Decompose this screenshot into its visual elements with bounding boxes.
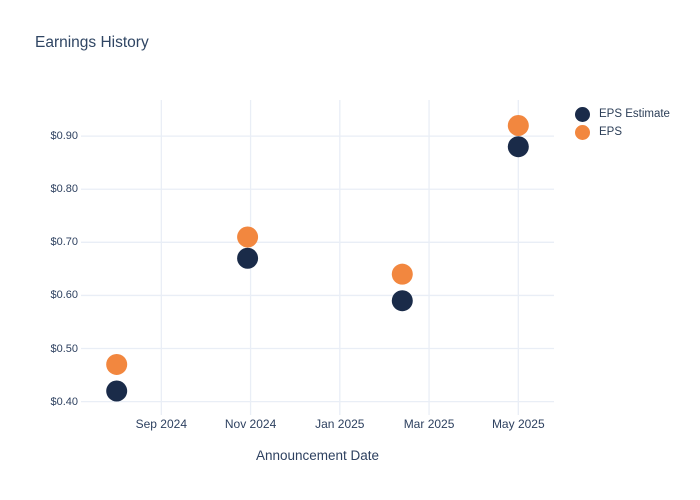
eps-point[interactable] <box>507 114 529 136</box>
eps-estimate-point[interactable] <box>106 380 128 402</box>
y-tick-label: $0.70 <box>50 236 78 249</box>
legend-item-eps-estimate[interactable]: EPS Estimate <box>575 106 670 122</box>
circle-marker-icon <box>575 106 590 122</box>
eps-point[interactable] <box>391 263 413 285</box>
x-tick-label: Nov 2024 <box>224 417 277 431</box>
circle-marker-icon <box>575 124 590 140</box>
legend: EPS Estimate EPS <box>575 106 670 140</box>
y-tick-label: $0.80 <box>50 183 78 196</box>
x-tick-label: Sep 2024 <box>135 417 187 431</box>
y-tick-label: $0.40 <box>50 395 78 408</box>
x-tick-label: Mar 2025 <box>403 417 455 431</box>
x-axis-title: Announcement Date <box>255 448 380 463</box>
x-tick-label: May 2025 <box>491 417 545 431</box>
eps-estimate-point[interactable] <box>507 136 529 158</box>
legend-item-eps[interactable]: EPS <box>575 124 670 140</box>
y-tick-label: $0.50 <box>50 342 78 355</box>
eps-estimate-point[interactable] <box>237 247 259 269</box>
eps-estimate-point[interactable] <box>391 290 413 312</box>
chart-title: Earnings History <box>35 34 149 51</box>
eps-point[interactable] <box>106 353 128 375</box>
y-tick-label: $0.90 <box>50 130 78 143</box>
legend-label-eps-estimate: EPS Estimate <box>599 108 670 120</box>
x-tick-label: Jan 2025 <box>315 417 365 431</box>
eps-point[interactable] <box>237 226 259 248</box>
legend-label-eps: EPS <box>599 126 623 138</box>
y-tick-label: $0.60 <box>50 289 78 302</box>
